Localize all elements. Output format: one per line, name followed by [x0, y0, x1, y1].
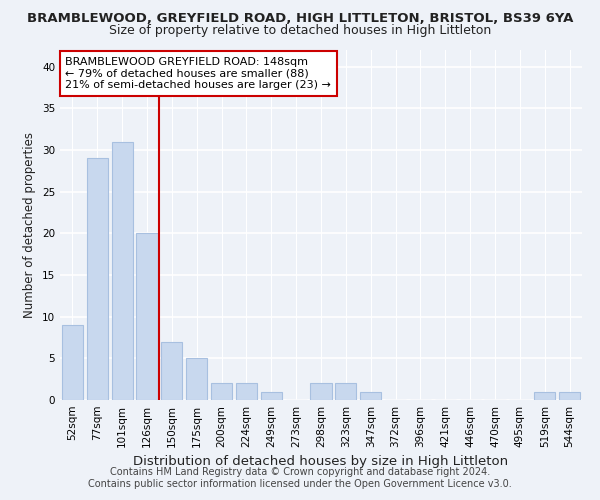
Bar [261, 392, 282, 400]
X-axis label: Distribution of detached houses by size in High Littleton: Distribution of detached houses by size … [133, 456, 509, 468]
Bar [335, 384, 356, 400]
Bar [310, 384, 332, 400]
Bar [161, 342, 182, 400]
Bar [186, 358, 207, 400]
Text: BRAMBLEWOOD, GREYFIELD ROAD, HIGH LITTLETON, BRISTOL, BS39 6YA: BRAMBLEWOOD, GREYFIELD ROAD, HIGH LITTLE… [27, 12, 573, 24]
Bar [62, 325, 83, 400]
Bar [112, 142, 133, 400]
Y-axis label: Number of detached properties: Number of detached properties [23, 132, 37, 318]
Bar [534, 392, 555, 400]
Bar [87, 158, 108, 400]
Bar [211, 384, 232, 400]
Bar [559, 392, 580, 400]
Text: BRAMBLEWOOD GREYFIELD ROAD: 148sqm
← 79% of detached houses are smaller (88)
21%: BRAMBLEWOOD GREYFIELD ROAD: 148sqm ← 79%… [65, 57, 331, 90]
Text: Size of property relative to detached houses in High Littleton: Size of property relative to detached ho… [109, 24, 491, 37]
Bar [136, 234, 158, 400]
Text: Contains HM Land Registry data © Crown copyright and database right 2024.
Contai: Contains HM Land Registry data © Crown c… [88, 468, 512, 489]
Bar [236, 384, 257, 400]
Bar [360, 392, 381, 400]
